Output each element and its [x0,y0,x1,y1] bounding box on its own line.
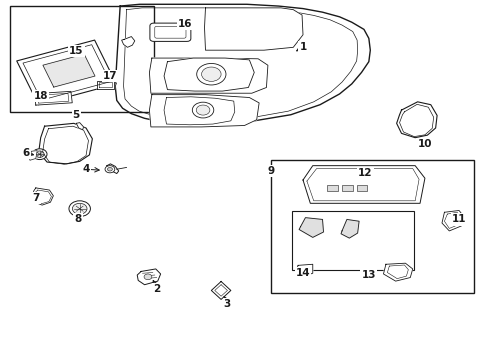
Text: 14: 14 [295,268,310,278]
Circle shape [69,201,90,217]
Text: 12: 12 [357,168,372,178]
Circle shape [72,203,87,214]
Polygon shape [149,95,259,127]
Polygon shape [211,282,230,300]
Bar [10,6,154,112]
Polygon shape [340,220,358,238]
Circle shape [105,166,115,173]
Bar [291,211,413,270]
Text: 16: 16 [178,19,192,29]
Polygon shape [396,102,436,138]
Circle shape [196,105,209,115]
FancyBboxPatch shape [150,23,190,41]
Circle shape [196,63,225,85]
Polygon shape [32,188,53,205]
Polygon shape [17,40,116,105]
Polygon shape [383,263,412,281]
Text: 6: 6 [22,148,30,158]
Text: 10: 10 [417,139,431,149]
Polygon shape [299,218,323,237]
Polygon shape [39,123,92,164]
Polygon shape [34,91,72,105]
Text: 15: 15 [69,46,83,56]
Circle shape [32,149,47,159]
Bar [271,160,473,293]
Polygon shape [295,264,312,277]
Polygon shape [441,211,463,231]
Text: 13: 13 [361,270,375,280]
Text: 5: 5 [73,111,80,121]
Text: 4: 4 [82,164,89,174]
Circle shape [107,167,112,171]
Polygon shape [29,150,37,160]
Bar [356,185,366,191]
Text: 9: 9 [267,166,274,176]
Polygon shape [107,164,119,174]
Circle shape [35,151,44,157]
Text: 11: 11 [451,215,466,224]
Text: 7: 7 [32,193,40,203]
Polygon shape [303,166,424,203]
Bar [327,185,337,191]
Polygon shape [163,97,234,125]
Bar [341,185,352,191]
Text: 8: 8 [74,215,81,224]
Circle shape [144,274,152,280]
Polygon shape [43,54,95,87]
Circle shape [201,67,221,81]
Text: 2: 2 [153,284,160,294]
Polygon shape [122,37,135,47]
Polygon shape [137,269,160,285]
Polygon shape [76,123,83,130]
Polygon shape [204,8,303,50]
Polygon shape [149,58,267,93]
Text: 18: 18 [33,91,48,101]
Circle shape [192,102,213,118]
Polygon shape [163,58,254,91]
Text: 17: 17 [103,71,118,81]
Polygon shape [97,81,114,89]
Text: 1: 1 [299,42,306,52]
Text: 3: 3 [224,299,231,309]
Polygon shape [115,4,369,123]
